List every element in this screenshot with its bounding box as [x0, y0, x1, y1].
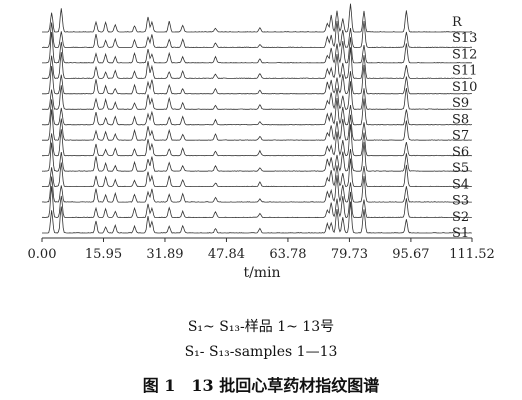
trace-s4 [41, 158, 472, 188]
trace-s3 [41, 175, 472, 203]
series-label-s10: S10 [452, 80, 477, 95]
trace-s8 [41, 98, 472, 126]
x-tick-label: 63.78 [269, 247, 306, 262]
series-label-s9: S9 [452, 96, 469, 111]
caption-legend-cn: S₁~ S₁₃-样品 1~ 13号 [187, 319, 335, 335]
series-label-s8: S8 [452, 112, 469, 127]
x-ticks-group: 0.00 15.95 31.89 47.84 63.78 79.73 95.67 111.52 [28, 238, 495, 262]
series-label-s2: S2 [452, 210, 469, 225]
trace-s2 [41, 186, 472, 218]
trace-s13 [42, 20, 473, 48]
trace-r [42, 3, 473, 33]
series-label-s13: S13 [452, 31, 477, 46]
caption-legend-en: S₁- S₁₃-samples 1—13 [184, 344, 338, 360]
x-tick-label: 47.84 [208, 247, 245, 262]
figure-caption: 图 1 13 批回心草药材指纹图谱 [142, 376, 380, 395]
series-label-s6: S6 [452, 145, 469, 160]
x-tick-label: 31.89 [146, 247, 183, 262]
trace-s6 [42, 124, 472, 157]
series-label-s7: S7 [452, 129, 469, 144]
x-tick-label: 95.67 [392, 247, 429, 262]
traces-group [41, 3, 473, 234]
x-tick-label: 111.52 [449, 247, 495, 262]
series-label-s3: S3 [452, 194, 469, 209]
trace-s1 [42, 201, 472, 234]
x-tick-label: 79.73 [331, 247, 368, 262]
series-label-s4: S4 [452, 177, 469, 192]
trace-s12 [42, 31, 472, 64]
series-label-s5: S5 [452, 161, 469, 176]
trace-s5 [41, 142, 472, 172]
trace-s10 [42, 64, 473, 95]
series-label-s11: S11 [452, 64, 477, 79]
x-tick-label: 15.95 [85, 247, 122, 262]
trace-s11 [41, 47, 472, 79]
x-axis-title: t/min [243, 265, 280, 281]
x-tick-label: 0.00 [28, 247, 57, 262]
series-label-s12: S12 [452, 47, 477, 62]
series-label-r: R [452, 15, 463, 30]
series-label-s1: S1 [452, 226, 469, 241]
trace-s7 [41, 109, 472, 141]
trace-s9 [41, 81, 472, 110]
